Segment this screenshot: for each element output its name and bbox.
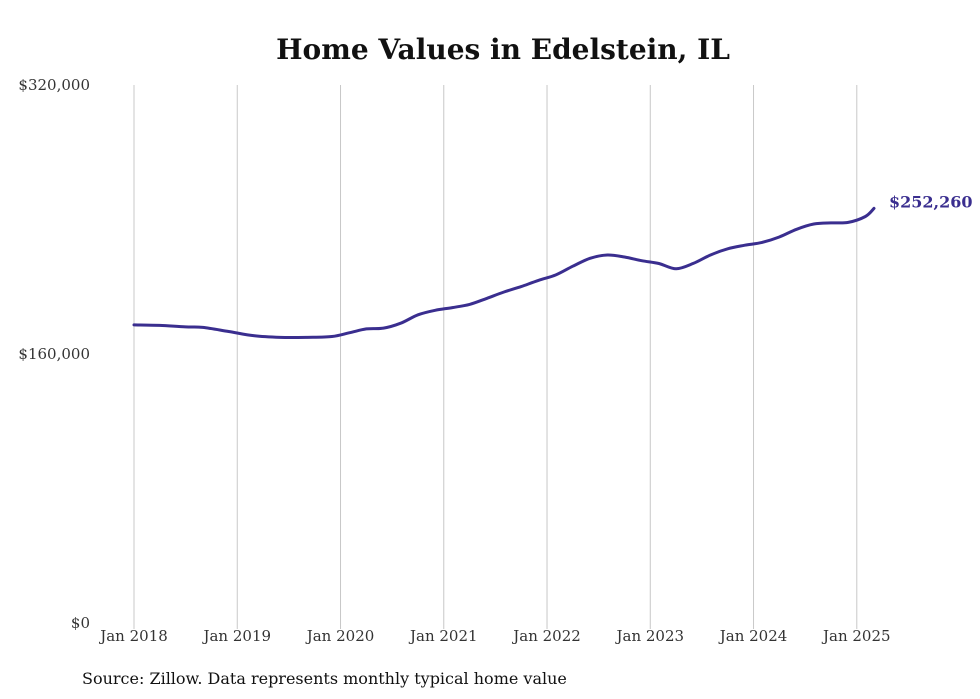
y-tick-label: $0 (71, 614, 90, 632)
source-note: Source: Zillow. Data represents monthly … (82, 669, 567, 688)
x-tick-label: Jan 2019 (201, 627, 271, 645)
y-tick-label: $320,000 (18, 76, 90, 94)
series-layer (132, 206, 876, 340)
x-tick-label: Jan 2021 (408, 627, 478, 645)
x-axis-ticks: Jan 2018 Jan 2019 Jan 2020 Jan 2021 Jan 2022… (98, 627, 890, 645)
chart-title: Home Values in Edelstein, IL (276, 33, 730, 66)
y-tick-label: $160,000 (18, 345, 90, 363)
x-tick-label: Jan 2024 (718, 627, 788, 645)
x-tick-label: Jan 2018 (98, 627, 168, 645)
y-axis-ticks: $0 $160,000 $320,000 (18, 76, 90, 632)
series-line-0 (132, 206, 876, 340)
x-tick-label: Jan 2022 (511, 627, 581, 645)
x-tick-label: Jan 2023 (614, 627, 684, 645)
gridlines (133, 85, 858, 629)
x-tick-label: Jan 2025 (821, 627, 891, 645)
x-tick-label: Jan 2020 (305, 627, 375, 645)
end-value-label: $252,260 (889, 192, 973, 211)
